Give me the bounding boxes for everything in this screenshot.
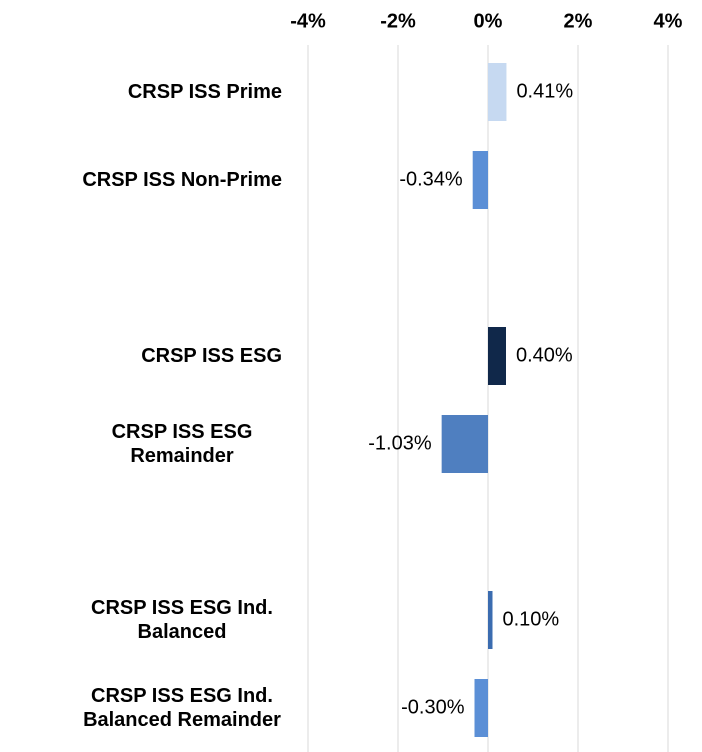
y-tick-label: CRSP ISS ESG Ind. Balanced Remainder: [83, 685, 281, 731]
value-label: -0.30%: [401, 696, 465, 718]
bar: [474, 679, 488, 737]
x-tick-label: 2%: [564, 10, 593, 32]
value-label: 0.40%: [516, 344, 573, 366]
bar: [488, 591, 493, 649]
x-tick-label: -4%: [290, 10, 326, 32]
y-tick-label: CRSP ISS ESG Ind. Balanced: [91, 597, 273, 643]
x-tick-label: 0%: [474, 10, 503, 32]
value-label: -0.34%: [399, 168, 463, 190]
y-tick-label: CRSP ISS Prime: [127, 81, 282, 103]
bar: [488, 63, 507, 121]
bar: [488, 327, 506, 385]
bar: [472, 151, 488, 209]
y-tick-label: CRSP ISS Non-Prime: [82, 169, 282, 191]
y-tick-label: CRSP ISS ESG Remainder: [111, 421, 253, 467]
value-label: 0.10%: [503, 608, 560, 630]
value-label: 0.41%: [516, 80, 573, 102]
x-tick-label: -2%: [380, 10, 416, 32]
value-label: -1.03%: [368, 432, 432, 454]
bar: [441, 415, 488, 473]
x-tick-label: 4%: [654, 10, 683, 32]
y-tick-label: CRSP ISS ESG: [141, 345, 282, 367]
